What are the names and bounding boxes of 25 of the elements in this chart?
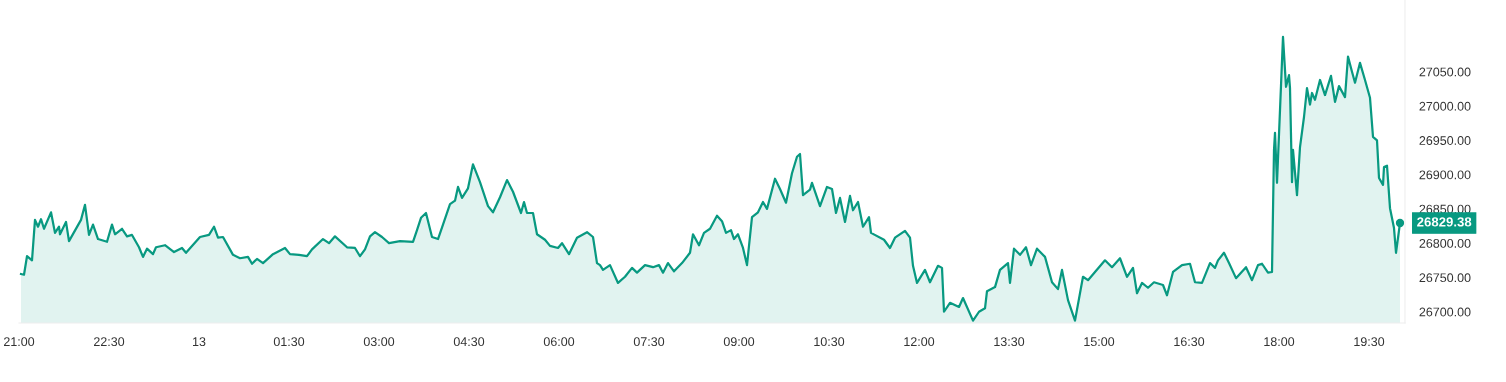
x-tick-label: 21:00 (3, 337, 35, 347)
x-tick-label: 10:30 (814, 337, 845, 347)
x-tick-label: 12:00 (904, 337, 935, 347)
x-tick-label: 01:30 (273, 337, 305, 347)
x-tick-label: 16:30 (1174, 337, 1205, 347)
x-tick-label: 03:00 (363, 337, 395, 347)
x-tick-label: 13 (193, 337, 206, 347)
annotation: 26829.38 (1417, 217, 1472, 227)
y-tick-label: 26800.00 (1419, 238, 1471, 248)
y-tick-label: 27050.00 (1419, 67, 1471, 77)
y-tick-label: 26850.00 (1419, 204, 1471, 214)
x-tick-label: 07:30 (633, 337, 665, 347)
y-tick-label: 26900.00 (1419, 170, 1471, 180)
y-tick-label: 26950.00 (1419, 136, 1471, 145)
x-tick-label: 13:30 (994, 337, 1025, 347)
x-tick-label: 22:30 (93, 337, 125, 347)
y-tick-label: 27000.00 (1419, 101, 1471, 111)
x-tick-label: 04:30 (453, 337, 485, 347)
x-tick-label: 18:00 (1264, 337, 1295, 347)
y-tick-label: 26700.00 (1419, 307, 1471, 317)
y-tick-label: 26750.00 (1419, 273, 1471, 283)
x-tick-label: 06:00 (543, 337, 575, 347)
x-tick-label: 15:00 (1084, 337, 1115, 347)
x-tick-label: 09:00 (723, 337, 755, 347)
x-tick-label: 19:30 (1354, 337, 1385, 347)
